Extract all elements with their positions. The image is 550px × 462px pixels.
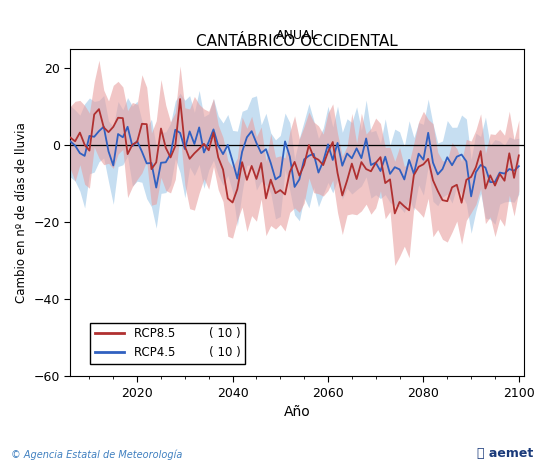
Y-axis label: Cambio en nº de días de lluvia: Cambio en nº de días de lluvia bbox=[15, 122, 28, 303]
Text: © Agencia Estatal de Meteorología: © Agencia Estatal de Meteorología bbox=[11, 449, 183, 460]
Title: CANTÁBRICO OCCIDENTAL: CANTÁBRICO OCCIDENTAL bbox=[196, 34, 398, 49]
Legend: RCP8.5         ( 10 ), RCP4.5         ( 10 ): RCP8.5 ( 10 ), RCP4.5 ( 10 ) bbox=[90, 322, 245, 364]
Text: ANUAL: ANUAL bbox=[276, 30, 318, 43]
Text: ⓐ aemet: ⓐ aemet bbox=[477, 447, 534, 460]
X-axis label: Año: Año bbox=[284, 405, 310, 419]
